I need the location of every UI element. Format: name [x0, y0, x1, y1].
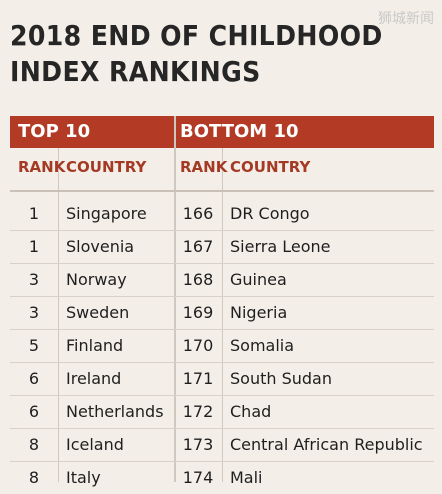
top-country-cell: Slovenia	[66, 237, 135, 256]
top-10-label: TOP 10	[18, 121, 91, 142]
top-country-cell: Ireland	[66, 369, 122, 388]
table-row: 5 Finland 170 Somalia	[10, 330, 434, 363]
watermark: 狮城新闻	[378, 11, 434, 27]
top-rank-cell: 5	[28, 336, 40, 355]
section-header-bar: TOP 10 BOTTOM 10	[10, 116, 434, 148]
bottom-country-cell: Somalia	[230, 336, 295, 355]
table-row: 8 Iceland 173 Central African Republic	[10, 429, 434, 462]
bottom-rank-cell: 167	[182, 237, 214, 256]
column-divider-left	[58, 148, 59, 482]
bottom-rank-cell: 172	[182, 402, 214, 421]
title-line-2: INDEX RANKINGS	[10, 55, 261, 88]
bottom-rank-cell: 173	[182, 435, 214, 454]
country-header-left: COUNTRY	[66, 158, 147, 176]
bottom-rank-cell: 169	[182, 303, 214, 322]
bottom-rank-cell: 170	[182, 336, 214, 355]
header-rule	[10, 190, 434, 192]
top-rank-cell: 6	[28, 369, 40, 388]
column-divider-main	[174, 116, 176, 482]
table-row: 3 Norway 168 Guinea	[10, 264, 434, 297]
page-title: 2018 END OF CHILDHOOD INDEX RANKINGS	[10, 18, 383, 90]
bottom-10-label: BOTTOM 10	[180, 121, 299, 142]
table-row: 8 Italy 174 Mali	[10, 462, 434, 494]
top-country-cell: Italy	[66, 468, 101, 487]
column-divider-right	[222, 148, 223, 482]
bottom-country-cell: DR Congo	[230, 204, 310, 223]
top-country-cell: Norway	[66, 270, 127, 289]
top-country-cell: Finland	[66, 336, 124, 355]
bottom-rank-cell: 171	[182, 369, 214, 388]
top-country-cell: Netherlands	[66, 402, 164, 421]
top-rank-cell: 1	[28, 204, 40, 223]
rank-header-right: RANK	[180, 158, 228, 176]
top-rank-cell: 8	[28, 435, 40, 454]
bottom-rank-cell: 174	[182, 468, 214, 487]
title-line-1: 2018 END OF CHILDHOOD	[10, 19, 383, 52]
top-rank-cell: 8	[28, 468, 40, 487]
bottom-rank-cell: 168	[182, 270, 214, 289]
bottom-country-cell: Mali	[230, 468, 263, 487]
country-header-right: COUNTRY	[230, 158, 311, 176]
rank-header-left: RANK	[18, 158, 66, 176]
table-row: 3 Sweden 169 Nigeria	[10, 297, 434, 330]
top-rank-cell: 1	[28, 237, 40, 256]
bottom-country-cell: Chad	[230, 402, 272, 421]
top-rank-cell: 6	[28, 402, 40, 421]
bottom-country-cell: Guinea	[230, 270, 287, 289]
bottom-rank-cell: 166	[182, 204, 214, 223]
table-row: 1 Slovenia 167 Sierra Leone	[10, 231, 434, 264]
table-row: 6 Ireland 171 South Sudan	[10, 363, 434, 396]
top-rank-cell: 3	[28, 303, 40, 322]
top-country-cell: Singapore	[66, 204, 147, 223]
bottom-country-cell: Nigeria	[230, 303, 288, 322]
table-row: 6 Netherlands 172 Chad	[10, 396, 434, 429]
bottom-country-cell: South Sudan	[230, 369, 332, 388]
table-row: 1 Singapore 166 DR Congo	[10, 198, 434, 231]
bottom-country-cell: Central African Republic	[230, 435, 423, 454]
top-country-cell: Iceland	[66, 435, 124, 454]
top-country-cell: Sweden	[66, 303, 130, 322]
bottom-country-cell: Sierra Leone	[230, 237, 331, 256]
rankings-table: 1 Singapore 166 DR Congo 1 Slovenia 167 Sierra …	[10, 198, 434, 494]
top-rank-cell: 3	[28, 270, 40, 289]
